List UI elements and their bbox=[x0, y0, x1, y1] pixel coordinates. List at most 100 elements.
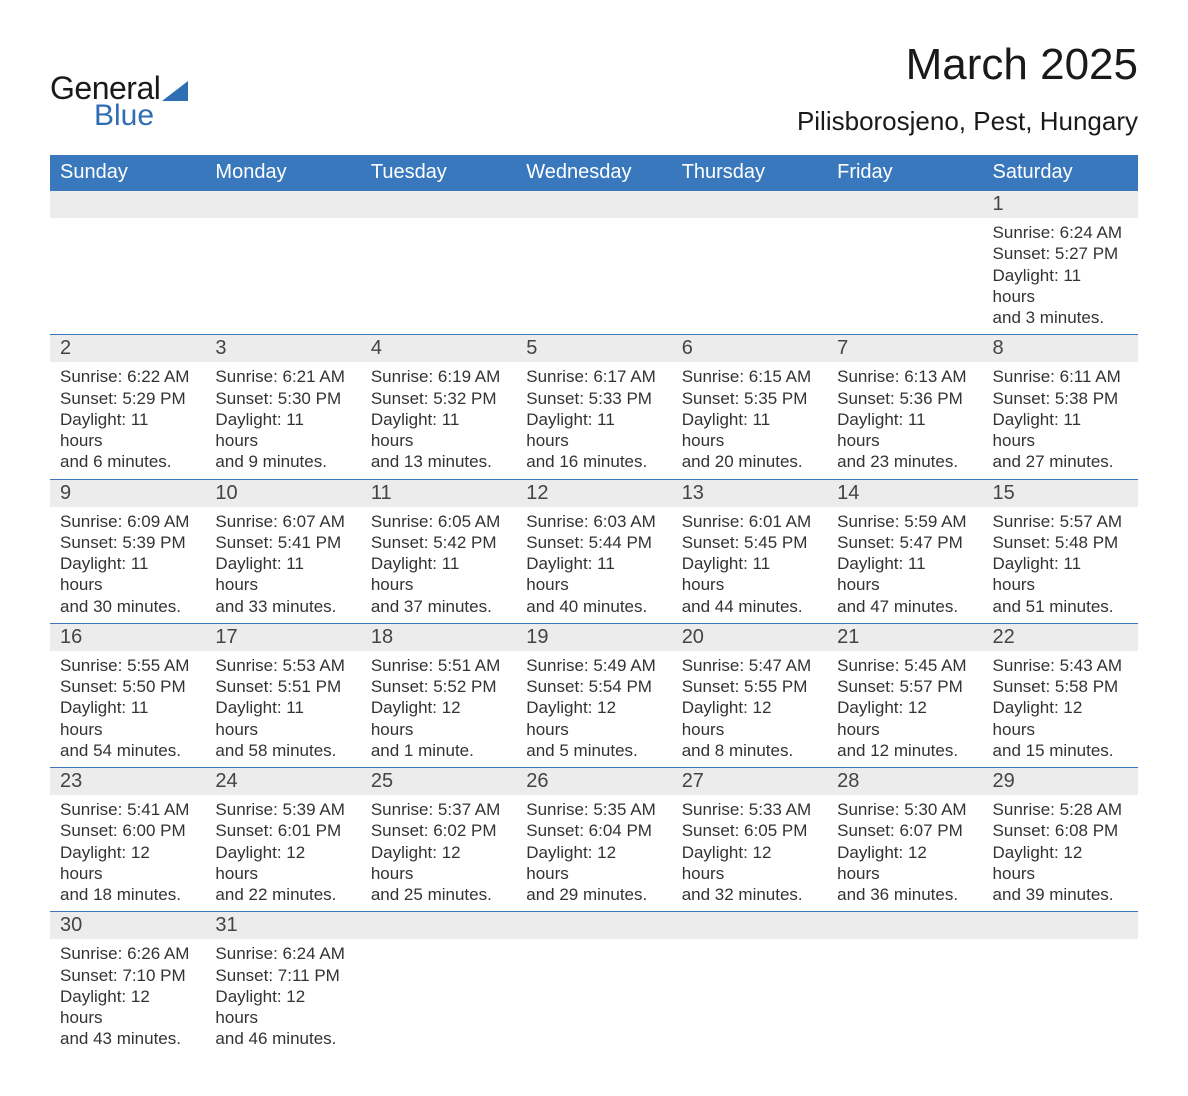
sunrise-text: Sunrise: 5:37 AM bbox=[371, 799, 506, 820]
sunset-text: Sunset: 5:39 PM bbox=[60, 532, 195, 553]
day-cell: 26Sunrise: 5:35 AMSunset: 6:04 PMDayligh… bbox=[516, 768, 671, 912]
day-body: Sunrise: 5:41 AMSunset: 6:00 PMDaylight:… bbox=[50, 795, 205, 911]
day-body: Sunrise: 6:09 AMSunset: 5:39 PMDaylight:… bbox=[50, 507, 205, 623]
daylight-line1: Daylight: 12 hours bbox=[215, 986, 350, 1029]
daylight-line2: and 22 minutes. bbox=[215, 884, 350, 905]
day-number: 8 bbox=[983, 335, 1138, 362]
day-body: Sunrise: 5:43 AMSunset: 5:58 PMDaylight:… bbox=[983, 651, 1138, 767]
day-number: 18 bbox=[361, 624, 516, 651]
sunrise-text: Sunrise: 5:47 AM bbox=[682, 655, 817, 676]
day-cell: 29Sunrise: 5:28 AMSunset: 6:08 PMDayligh… bbox=[983, 768, 1138, 912]
empty-daynum bbox=[516, 912, 671, 939]
daylight-line1: Daylight: 11 hours bbox=[215, 697, 350, 740]
week-row: 23Sunrise: 5:41 AMSunset: 6:00 PMDayligh… bbox=[50, 768, 1138, 912]
day-number: 27 bbox=[672, 768, 827, 795]
week-row: 30Sunrise: 6:26 AMSunset: 7:10 PMDayligh… bbox=[50, 912, 1138, 1056]
daylight-line2: and 27 minutes. bbox=[993, 451, 1128, 472]
sunset-text: Sunset: 6:00 PM bbox=[60, 820, 195, 841]
sunrise-text: Sunrise: 5:53 AM bbox=[215, 655, 350, 676]
day-body: Sunrise: 5:57 AMSunset: 5:48 PMDaylight:… bbox=[983, 507, 1138, 623]
day-cell bbox=[983, 912, 1138, 1056]
sunrise-text: Sunrise: 6:13 AM bbox=[837, 366, 972, 387]
day-cell: 10Sunrise: 6:07 AMSunset: 5:41 PMDayligh… bbox=[205, 479, 360, 623]
daylight-line1: Daylight: 11 hours bbox=[993, 553, 1128, 596]
day-body: Sunrise: 5:33 AMSunset: 6:05 PMDaylight:… bbox=[672, 795, 827, 911]
day-number: 31 bbox=[205, 912, 360, 939]
empty-daynum bbox=[672, 191, 827, 218]
sunset-text: Sunset: 5:41 PM bbox=[215, 532, 350, 553]
day-cell: 7Sunrise: 6:13 AMSunset: 5:36 PMDaylight… bbox=[827, 335, 982, 479]
daylight-line2: and 1 minute. bbox=[371, 740, 506, 761]
day-number: 26 bbox=[516, 768, 671, 795]
daylight-line2: and 39 minutes. bbox=[993, 884, 1128, 905]
week-row: 2Sunrise: 6:22 AMSunset: 5:29 PMDaylight… bbox=[50, 335, 1138, 479]
daylight-line1: Daylight: 12 hours bbox=[60, 986, 195, 1029]
empty-daynum bbox=[50, 191, 205, 218]
day-cell: 25Sunrise: 5:37 AMSunset: 6:02 PMDayligh… bbox=[361, 768, 516, 912]
day-body: Sunrise: 5:59 AMSunset: 5:47 PMDaylight:… bbox=[827, 507, 982, 623]
day-cell: 11Sunrise: 6:05 AMSunset: 5:42 PMDayligh… bbox=[361, 479, 516, 623]
daylight-line1: Daylight: 12 hours bbox=[837, 697, 972, 740]
title-block: March 2025 Pilisborosjeno, Pest, Hungary bbox=[797, 40, 1138, 137]
sunrise-text: Sunrise: 5:57 AM bbox=[993, 511, 1128, 532]
daylight-line2: and 40 minutes. bbox=[526, 596, 661, 617]
location-text: Pilisborosjeno, Pest, Hungary bbox=[797, 106, 1138, 137]
daylight-line1: Daylight: 11 hours bbox=[60, 553, 195, 596]
sunset-text: Sunset: 6:02 PM bbox=[371, 820, 506, 841]
daylight-line2: and 23 minutes. bbox=[837, 451, 972, 472]
empty-daynum bbox=[361, 191, 516, 218]
day-cell: 19Sunrise: 5:49 AMSunset: 5:54 PMDayligh… bbox=[516, 623, 671, 767]
day-body: Sunrise: 5:35 AMSunset: 6:04 PMDaylight:… bbox=[516, 795, 671, 911]
daylight-line1: Daylight: 11 hours bbox=[993, 409, 1128, 452]
day-cell bbox=[361, 912, 516, 1056]
day-number: 6 bbox=[672, 335, 827, 362]
day-number: 15 bbox=[983, 480, 1138, 507]
sunset-text: Sunset: 6:08 PM bbox=[993, 820, 1128, 841]
day-number: 28 bbox=[827, 768, 982, 795]
daylight-line1: Daylight: 11 hours bbox=[993, 265, 1128, 308]
day-body: Sunrise: 6:24 AMSunset: 7:11 PMDaylight:… bbox=[205, 939, 360, 1055]
daylight-line1: Daylight: 12 hours bbox=[526, 697, 661, 740]
day-body: Sunrise: 6:22 AMSunset: 5:29 PMDaylight:… bbox=[50, 362, 205, 478]
sunrise-text: Sunrise: 5:51 AM bbox=[371, 655, 506, 676]
daylight-line2: and 25 minutes. bbox=[371, 884, 506, 905]
daylight-line2: and 13 minutes. bbox=[371, 451, 506, 472]
daylight-line1: Daylight: 11 hours bbox=[837, 409, 972, 452]
daylight-line1: Daylight: 12 hours bbox=[993, 697, 1128, 740]
day-number: 23 bbox=[50, 768, 205, 795]
daylight-line2: and 47 minutes. bbox=[837, 596, 972, 617]
day-cell: 4Sunrise: 6:19 AMSunset: 5:32 PMDaylight… bbox=[361, 335, 516, 479]
daylight-line1: Daylight: 11 hours bbox=[682, 553, 817, 596]
header: General Blue March 2025 Pilisborosjeno, … bbox=[50, 40, 1138, 137]
day-number: 19 bbox=[516, 624, 671, 651]
empty-daynum bbox=[827, 912, 982, 939]
day-cell: 18Sunrise: 5:51 AMSunset: 5:52 PMDayligh… bbox=[361, 623, 516, 767]
sunrise-text: Sunrise: 5:28 AM bbox=[993, 799, 1128, 820]
daylight-line2: and 36 minutes. bbox=[837, 884, 972, 905]
day-cell: 8Sunrise: 6:11 AMSunset: 5:38 PMDaylight… bbox=[983, 335, 1138, 479]
sunset-text: Sunset: 5:44 PM bbox=[526, 532, 661, 553]
day-body: Sunrise: 6:17 AMSunset: 5:33 PMDaylight:… bbox=[516, 362, 671, 478]
empty-daynum bbox=[205, 191, 360, 218]
day-cell: 28Sunrise: 5:30 AMSunset: 6:07 PMDayligh… bbox=[827, 768, 982, 912]
day-cell: 14Sunrise: 5:59 AMSunset: 5:47 PMDayligh… bbox=[827, 479, 982, 623]
sunrise-text: Sunrise: 5:35 AM bbox=[526, 799, 661, 820]
sunset-text: Sunset: 5:27 PM bbox=[993, 243, 1128, 264]
day-cell: 5Sunrise: 6:17 AMSunset: 5:33 PMDaylight… bbox=[516, 335, 671, 479]
day-number: 2 bbox=[50, 335, 205, 362]
day-cell: 6Sunrise: 6:15 AMSunset: 5:35 PMDaylight… bbox=[672, 335, 827, 479]
day-number: 4 bbox=[361, 335, 516, 362]
sunset-text: Sunset: 5:38 PM bbox=[993, 388, 1128, 409]
day-body: Sunrise: 6:13 AMSunset: 5:36 PMDaylight:… bbox=[827, 362, 982, 478]
sunset-text: Sunset: 6:04 PM bbox=[526, 820, 661, 841]
day-number: 29 bbox=[983, 768, 1138, 795]
sunset-text: Sunset: 5:35 PM bbox=[682, 388, 817, 409]
day-cell: 23Sunrise: 5:41 AMSunset: 6:00 PMDayligh… bbox=[50, 768, 205, 912]
day-body: Sunrise: 6:11 AMSunset: 5:38 PMDaylight:… bbox=[983, 362, 1138, 478]
empty-daynum bbox=[516, 191, 671, 218]
sunrise-text: Sunrise: 5:39 AM bbox=[215, 799, 350, 820]
day-header: Saturday bbox=[983, 155, 1138, 191]
empty-daynum bbox=[827, 191, 982, 218]
day-cell: 17Sunrise: 5:53 AMSunset: 5:51 PMDayligh… bbox=[205, 623, 360, 767]
daylight-line2: and 18 minutes. bbox=[60, 884, 195, 905]
